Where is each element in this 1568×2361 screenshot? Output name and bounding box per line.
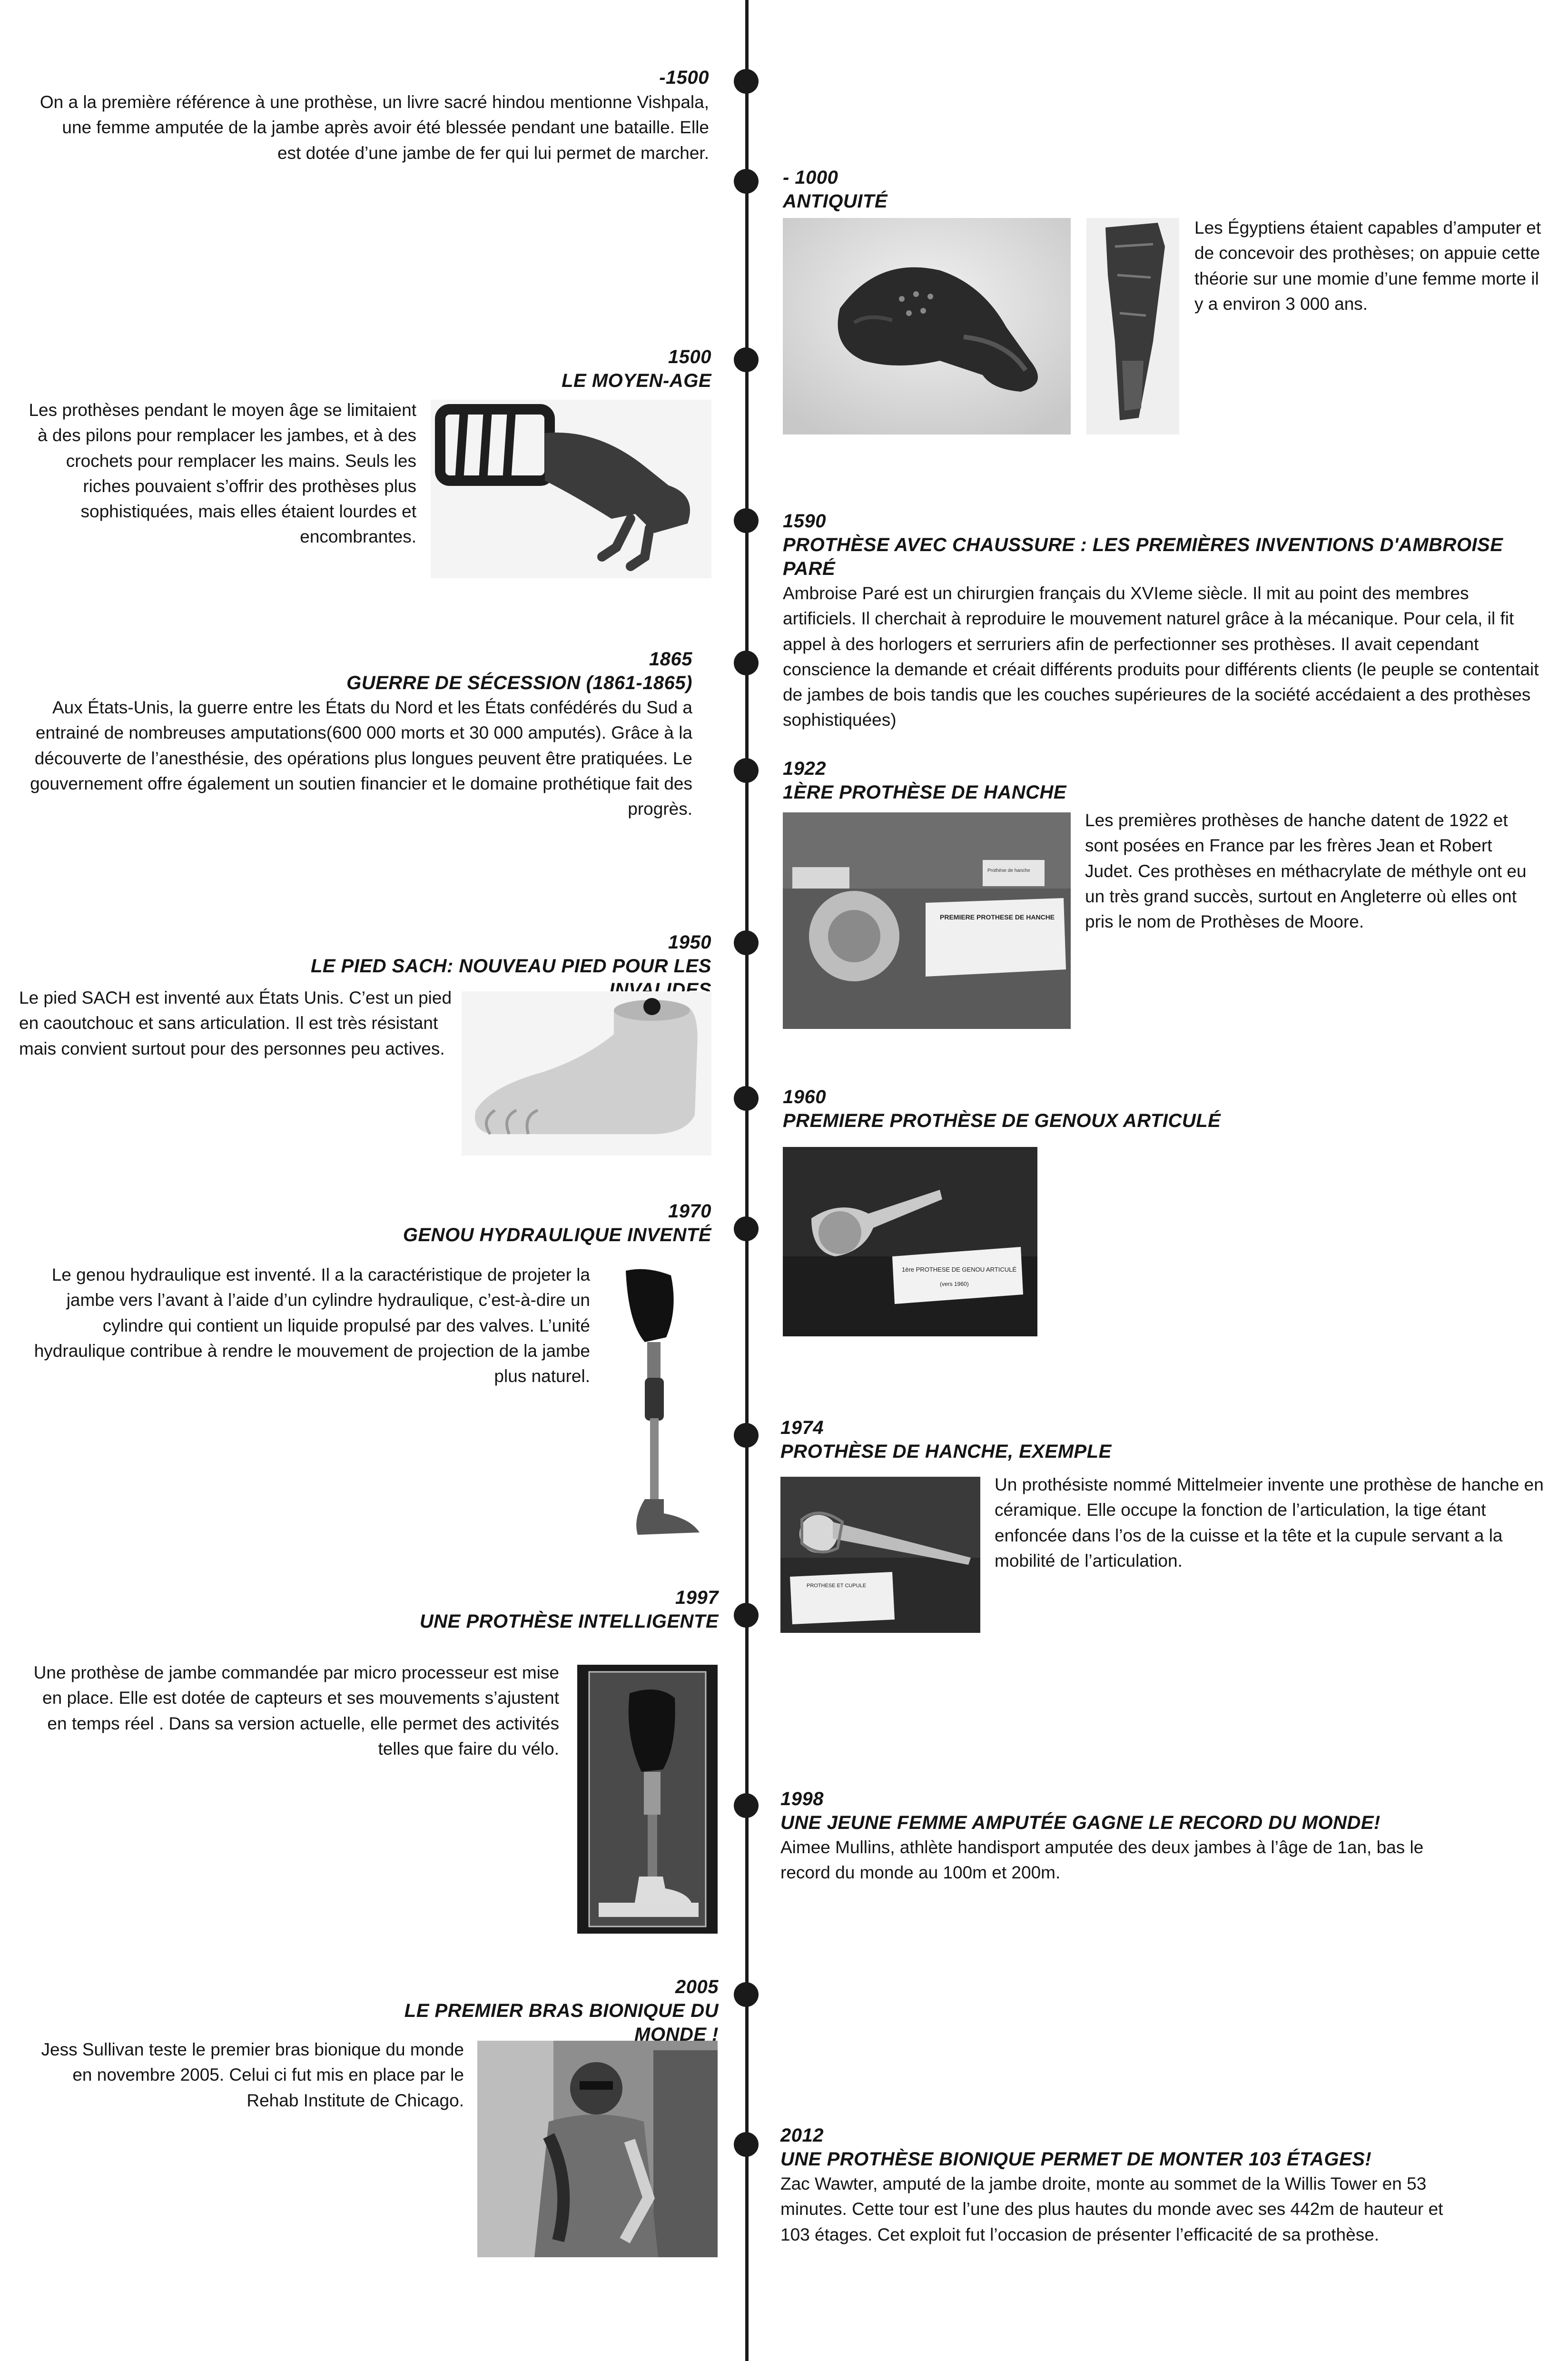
smart-leg-photo <box>577 1665 718 1934</box>
entry-year: 1590 <box>783 511 826 532</box>
timeline-dot <box>734 69 759 94</box>
timeline-dot <box>734 930 759 955</box>
entry-1960: 1960 PREMIERE PROTHÈSE DE GENOUX ARTICUL… <box>783 1085 1354 1133</box>
timeline-dot <box>734 1982 759 2007</box>
entry-text-2005: Jess Sullivan teste le premier bras bion… <box>41 2040 464 2110</box>
ceramic-hip-photo: PROTHESE ET CUPULE <box>780 1477 980 1633</box>
timeline-dot <box>734 1793 759 1818</box>
entry-year: 1997 <box>675 1587 719 1608</box>
entry-text: Aux États-Unis, la guerre entre les État… <box>30 698 692 819</box>
entry-text-1974: Un prothésiste nommé Mittelmeier invente… <box>995 1475 1544 1571</box>
entry-year: 1950 <box>668 932 711 953</box>
entry-1590: 1590 PROTHÈSE AVEC CHAUSSURE : LES PREMI… <box>783 509 1544 733</box>
timeline-dot <box>734 758 759 783</box>
entry-title: PROTHÈSE DE HANCHE, EXEMPLE <box>780 1441 1112 1462</box>
hip-prosthesis-1922-photo: PREMIERE PROTHESE DE HANCHE Prothèse de … <box>783 812 1071 1029</box>
egyptian-leg-photo <box>1086 218 1179 435</box>
entry-text-1922: Les premières prothèses de hanche datent… <box>1085 810 1527 932</box>
entry-text: Aimee Mullins, athlète handisport amputé… <box>780 1837 1424 1883</box>
timeline-axis <box>745 0 749 2361</box>
entry-year: -1500 <box>659 67 709 88</box>
entry-minus1000: - 1000 ANTIQUITÉ <box>783 166 1259 213</box>
entry-year: 1974 <box>780 1417 824 1438</box>
entry-year: 1500 <box>668 346 711 367</box>
entry-title: GENOU HYDRAULIQUE INVENTÉ <box>403 1225 711 1245</box>
entry-2012: 2012 UNE PROTHÈSE BIONIQUE PERMET DE MON… <box>780 2124 1456 2247</box>
egyptian-toe-photo <box>783 218 1071 435</box>
hip-card-label: PREMIERE PROTHESE DE HANCHE <box>940 913 1055 921</box>
entry-text: Zac Wawter, amputé de la jambe droite, m… <box>780 2174 1443 2244</box>
entry-title: 1ÈRE PROTHÈSE DE HANCHE <box>783 782 1067 803</box>
entry-year: 1998 <box>780 1788 824 1809</box>
sach-foot-photo <box>462 991 711 1156</box>
entry-title: LE MOYEN-AGE <box>562 370 711 391</box>
entry-year: 2005 <box>675 1976 719 1997</box>
timeline-dot <box>734 1423 759 1448</box>
entry-text-1970: Le genou hydraulique est inventé. Il a l… <box>34 1265 590 1386</box>
entry-2005: 2005 LE PREMIER BRAS BIONIQUE DU MONDE ! <box>333 1975 719 2046</box>
entry-1865: 1865 GUERRE DE SÉCESSION (1861-1865) Aux… <box>19 647 692 821</box>
timeline-dot <box>734 508 759 533</box>
entry-text-1950: Le pied SACH est inventé aux États Unis.… <box>19 988 452 1058</box>
entry-1922: 1922 1ÈRE PROTHÈSE DE HANCHE <box>783 757 1259 804</box>
medieval-hand-photo <box>431 400 711 578</box>
hip74-card-label: PROTHESE ET CUPULE <box>807 1583 866 1589</box>
entry-1998: 1998 UNE JEUNE FEMME AMPUTÉE GAGNE LE RE… <box>780 1787 1447 1886</box>
entry-year: 1865 <box>649 649 692 670</box>
entry-title: PROTHÈSE AVEC CHAUSSURE : LES PREMIÈRES … <box>783 534 1503 579</box>
timeline-dot <box>734 347 759 372</box>
entry-text-1500: Les prothèses pendant le moyen âge se li… <box>29 400 416 547</box>
timeline-dot <box>734 1086 759 1111</box>
knee-card-date: (vers 1960) <box>940 1281 969 1287</box>
entry-year: 1960 <box>783 1087 826 1107</box>
entry-title: UNE PROTHÈSE BIONIQUE PERMET DE MONTER 1… <box>780 2149 1372 2170</box>
entry-year: 2012 <box>780 2125 824 2146</box>
timeline-dot <box>734 2132 759 2157</box>
timeline-dot <box>734 1603 759 1628</box>
hydraulic-knee-photo <box>619 1266 709 1547</box>
timeline-dot <box>734 169 759 194</box>
articulated-knee-photo: 1ère PROTHESE DE GENOU ARTICULÉ (vers 19… <box>783 1147 1037 1336</box>
entry-text-minus1000: Les Égyptiens étaient capables d’amputer… <box>1194 218 1541 314</box>
entry-minus1500: -1500 On a la première référence à une p… <box>38 66 709 166</box>
entry-1997: 1997 UNE PROTHÈSE INTELLIGENTE <box>381 1586 719 1633</box>
entry-title: UNE PROTHÈSE INTELLIGENTE <box>419 1611 719 1632</box>
bionic-arm-photo <box>477 2041 718 2257</box>
entry-1500: 1500 LE MOYEN-AGE <box>428 345 711 393</box>
entry-1970: 1970 GENOU HYDRAULIQUE INVENTÉ <box>333 1199 711 1247</box>
hip-small-label: Prothèse de hanche <box>987 868 1030 873</box>
entry-title: UNE JEUNE FEMME AMPUTÉE GAGNE LE RECORD … <box>780 1812 1381 1833</box>
entry-text-1997: Une prothèse de jambe commandée par micr… <box>33 1663 559 1758</box>
entry-year: 1922 <box>783 758 826 779</box>
entry-text: On a la première référence à une prothès… <box>39 92 709 163</box>
entry-year: 1970 <box>668 1201 711 1222</box>
entry-text: Ambroise Paré est un chirurgien français… <box>783 583 1539 730</box>
entry-1974: 1974 PROTHÈSE DE HANCHE, EXEMPLE <box>780 1416 1256 1463</box>
entry-year: - 1000 <box>783 167 838 188</box>
entry-title: PREMIERE PROTHÈSE DE GENOUX ARTICULÉ <box>783 1110 1221 1131</box>
entry-title: GUERRE DE SÉCESSION (1861-1865) <box>346 672 692 693</box>
timeline-dot <box>734 1216 759 1241</box>
knee-card-label: 1ère PROTHESE DE GENOU ARTICULÉ <box>902 1266 1016 1273</box>
entry-title: ANTIQUITÉ <box>783 191 888 212</box>
timeline-dot <box>734 651 759 675</box>
